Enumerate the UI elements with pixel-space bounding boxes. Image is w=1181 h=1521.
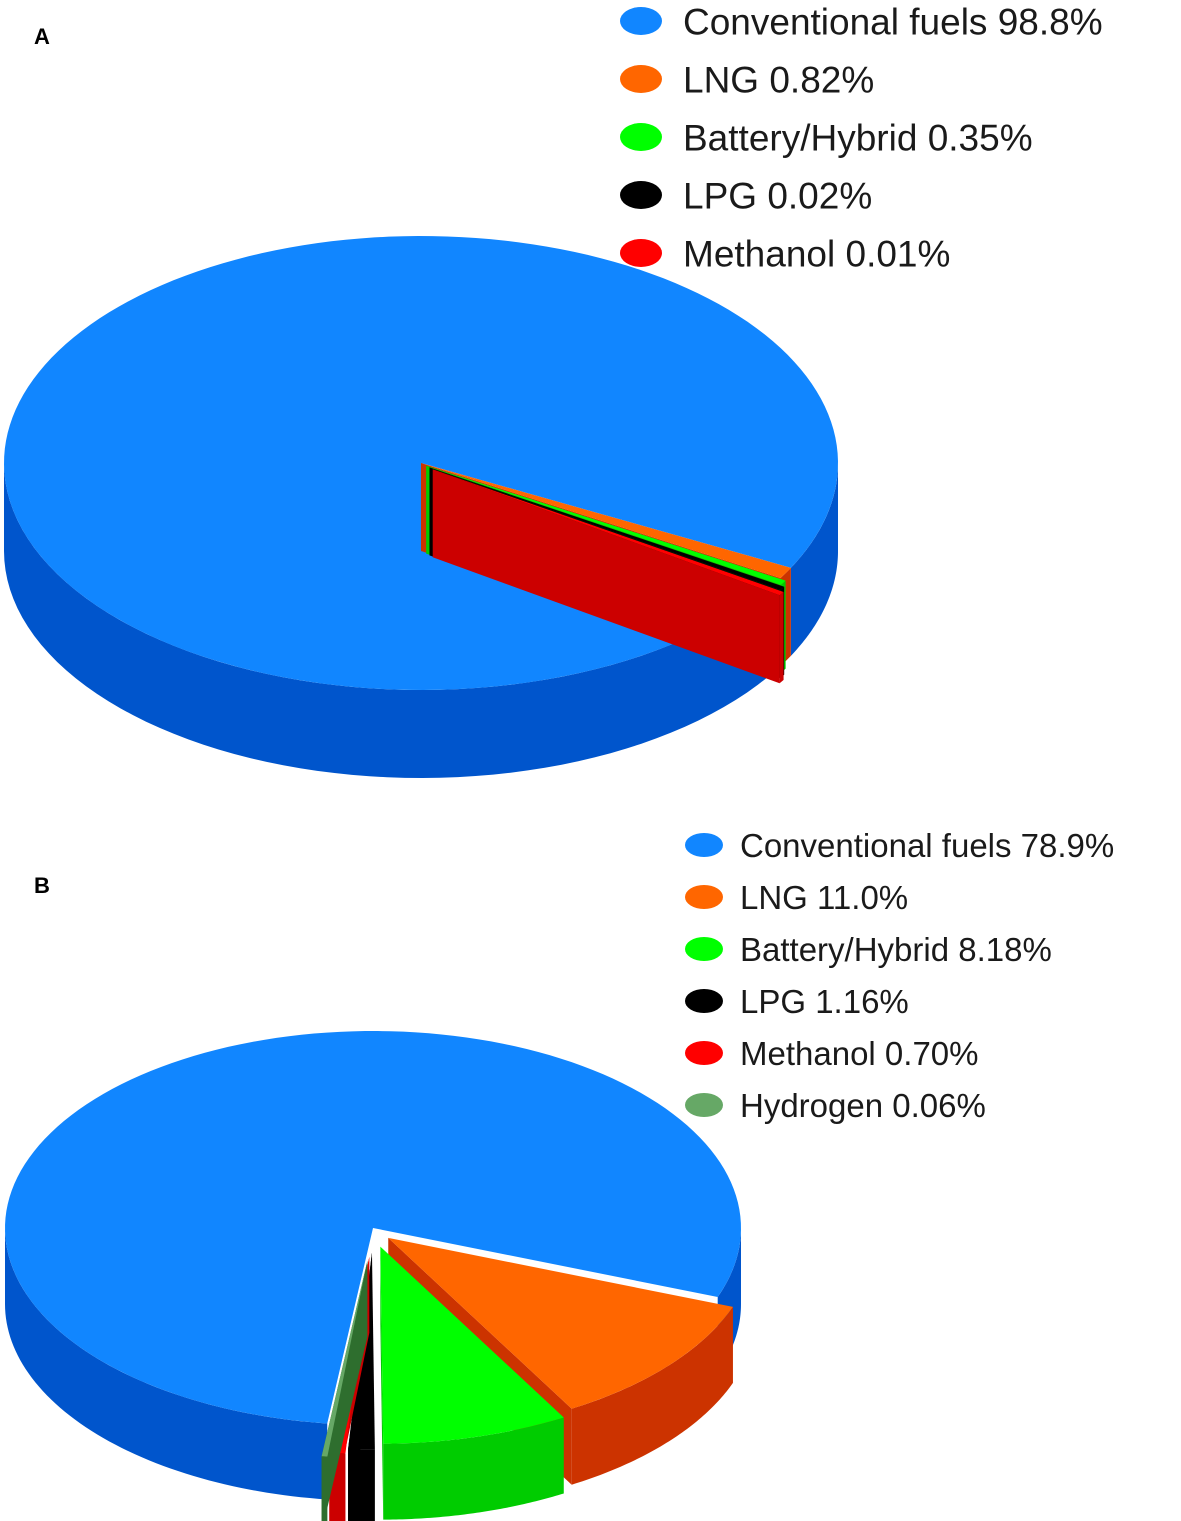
legend-item-lpg-b: LPG 1.16%: [685, 983, 909, 1020]
panel-a-pie-chart: A Conventional fuels 98.8% LNG 0.82% Batte…: [4, 1, 1103, 778]
legend-label-hydrogen-b: Hydrogen 0.06%: [740, 1087, 986, 1124]
legend-item-hydrogen-b: Hydrogen 0.06%: [685, 1087, 986, 1124]
pie-slice-top-lng-a: [421, 463, 791, 579]
panel-a-label: A: [34, 24, 50, 49]
pie-slice-face-battery-hybrid-b: [380, 1246, 384, 1520]
pie-slice-hydrogen-b: [321, 1260, 368, 1521]
legend-item-conventional-fuels-b: Conventional fuels 78.9%: [685, 827, 1114, 864]
pie-slice-face-methanol-a: [432, 469, 780, 684]
pie-slice-top-methanol-a: [432, 469, 784, 596]
panel-b-slices: [5, 1031, 741, 1521]
panel-b-label: B: [34, 873, 50, 898]
pie-slice-face-hydrogen-b: [321, 1260, 368, 1521]
pie-slice-battery-hybrid-b: [380, 1246, 564, 1520]
pie-slice-methanol-a: [432, 469, 784, 684]
legend-marker-lpg-b: [685, 989, 723, 1013]
legend-label-lpg-a: LPG 0.02%: [683, 175, 872, 216]
legend-label-methanol-a: Methanol 0.01%: [683, 233, 950, 274]
pie-slice-side-lng-b: [571, 1306, 733, 1485]
legend-item-battery-hybrid-b: Battery/Hybrid 8.18%: [685, 931, 1052, 968]
legend-item-battery-hybrid-a: Battery/Hybrid 0.35%: [620, 117, 1033, 158]
panel-a-legend: Conventional fuels 98.8% LNG 0.82% Battery…: [620, 1, 1103, 274]
panel-b-pie-chart: B Conventional fuels 78.9% LNG 11.0% Batte…: [5, 827, 1114, 1521]
legend-marker-lpg-a: [620, 181, 662, 209]
legend-marker-lng-a: [620, 65, 662, 93]
legend-marker-lng-b: [685, 885, 723, 909]
pie-slice-side-battery-hybrid-b: [383, 1417, 564, 1520]
legend-marker-battery-hybrid-a: [620, 123, 662, 151]
legend-label-lng-b: LNG 11.0%: [740, 879, 908, 916]
legend-item-lng-a: LNG 0.82%: [620, 59, 874, 100]
pie-slice-side-conventional-fuels-a: [790, 463, 838, 656]
legend-item-methanol-b: Methanol 0.70%: [685, 1035, 979, 1072]
legend-item-lpg-a: LPG 0.02%: [620, 175, 872, 216]
pie-slice-top-battery-hybrid-b: [380, 1246, 564, 1444]
legend-marker-conventional-fuels-a: [620, 7, 662, 35]
legend-item-conventional-fuels-a: Conventional fuels 98.8%: [620, 1, 1103, 42]
legend-label-battery-hybrid-b: Battery/Hybrid 8.18%: [740, 931, 1052, 968]
legend-item-lng-b: LNG 11.0%: [685, 879, 908, 916]
panel-a-slices: [4, 236, 838, 778]
legend-marker-hydrogen-b: [685, 1093, 723, 1117]
legend-label-conventional-fuels-b: Conventional fuels 78.9%: [740, 827, 1114, 864]
pie-slice-top-battery-hybrid-a: [426, 465, 786, 585]
pie-slice-side-conventional-fuels-a: [4, 463, 768, 778]
legend-marker-conventional-fuels-b: [685, 833, 723, 857]
legend-item-methanol-a: Methanol 0.01%: [620, 233, 950, 274]
pie-slice-top-hydrogen-b: [321, 1260, 368, 1457]
legend-marker-methanol-b: [685, 1041, 723, 1065]
legend-label-lpg-b: LPG 1.16%: [740, 983, 909, 1020]
pie-slice-top-lng-b: [388, 1237, 733, 1409]
legend-label-conventional-fuels-a: Conventional fuels 98.8%: [683, 1, 1103, 42]
legend-label-battery-hybrid-a: Battery/Hybrid 0.35%: [683, 117, 1033, 158]
pie-slice-side-methanol-a: [779, 591, 784, 684]
legend-marker-methanol-a: [620, 239, 662, 267]
pie-slice-top-conventional-fuels-b: [5, 1031, 741, 1424]
legend-label-methanol-b: Methanol 0.70%: [740, 1035, 979, 1072]
legend-label-lng-a: LNG 0.82%: [683, 59, 874, 100]
panel-b-legend: Conventional fuels 78.9% LNG 11.0% Battery…: [685, 827, 1114, 1124]
legend-marker-battery-hybrid-b: [685, 937, 723, 961]
pie-slice-side-conventional-fuels-b: [5, 1228, 328, 1500]
pie-slice-top-lpg-a: [429, 467, 785, 591]
